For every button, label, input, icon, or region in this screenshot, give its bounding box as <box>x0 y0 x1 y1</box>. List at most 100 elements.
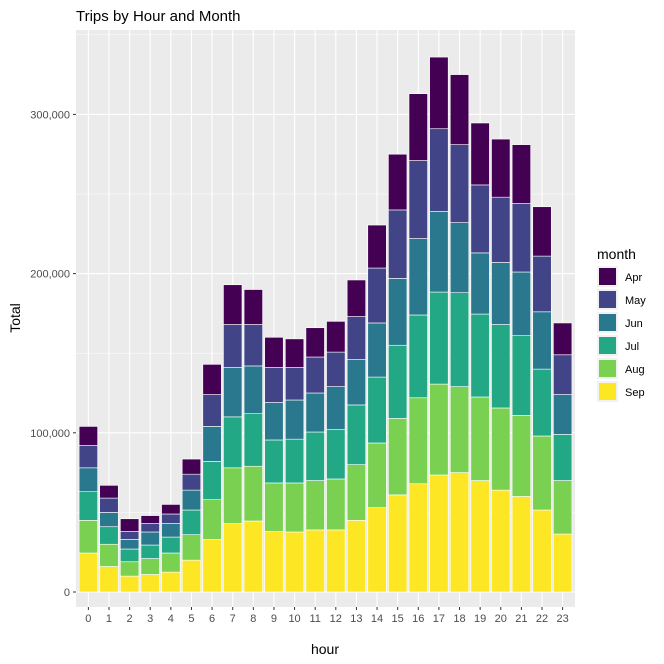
bar-segment-may-hour-14 <box>367 267 387 324</box>
legend-key-aug <box>599 360 616 377</box>
bar-segment-may-hour-17 <box>429 128 449 212</box>
bar-segment-aug-hour-13 <box>346 464 367 521</box>
bar-segment-jun-hour-10 <box>284 399 305 440</box>
legend-title: month <box>597 246 636 262</box>
bar-segment-sep-hour-22 <box>532 509 552 593</box>
bar-segment-apr-hour-3 <box>140 515 160 524</box>
bar-segment-aug-hour-11 <box>305 480 325 531</box>
bar-segment-apr-hour-1 <box>99 485 119 499</box>
bar-segment-may-hour-8 <box>243 324 263 367</box>
x-tick-label: 17 <box>433 613 445 625</box>
bar-segment-aug-hour-5 <box>181 534 202 561</box>
bar-segment-aug-hour-7 <box>223 467 243 524</box>
bar-segment-apr-hour-22 <box>532 206 552 257</box>
bar-segment-jul-hour-11 <box>305 431 325 481</box>
bar-segment-jul-hour-9 <box>264 439 284 484</box>
bar-segment-jun-hour-19 <box>470 252 490 315</box>
bar-segment-sep-hour-23 <box>553 533 573 593</box>
bar-segment-may-hour-5 <box>181 473 202 491</box>
bar-segment-jun-hour-11 <box>305 392 325 433</box>
bar-segment-apr-hour-8 <box>243 289 263 325</box>
bar-segment-jul-hour-12 <box>326 429 346 480</box>
bar-segment-may-hour-20 <box>491 196 511 263</box>
bar-segment-may-hour-16 <box>408 160 428 239</box>
x-tick-label: 15 <box>392 613 404 625</box>
bar-segment-jun-hour-0 <box>78 467 98 493</box>
bar-segment-sep-hour-21 <box>511 496 531 593</box>
bar-segment-apr-hour-7 <box>223 284 243 325</box>
legend-key-jul <box>599 337 616 354</box>
bar-segment-sep-hour-18 <box>449 472 470 593</box>
x-axis-label: hour <box>311 641 339 657</box>
bar-segment-jul-hour-20 <box>491 324 511 409</box>
bar-segment-sep-hour-0 <box>78 552 98 593</box>
bar-segment-sep-hour-15 <box>388 494 408 593</box>
bar-segment-may-hour-0 <box>78 445 98 469</box>
bar-segment-jul-hour-19 <box>470 313 490 398</box>
bar-segment-jul-hour-13 <box>346 404 367 465</box>
legend-key-may <box>599 291 616 308</box>
bar-segment-may-hour-22 <box>532 255 552 313</box>
bar-segment-apr-hour-20 <box>491 138 511 198</box>
bar-segment-aug-hour-16 <box>408 397 428 485</box>
x-tick-label: 21 <box>515 613 527 625</box>
bar-segment-may-hour-1 <box>99 497 119 513</box>
bar-segment-may-hour-2 <box>120 531 140 540</box>
bar-segment-apr-hour-15 <box>388 153 408 211</box>
bar-segment-sep-hour-11 <box>305 529 325 593</box>
bar-segment-jun-hour-1 <box>99 512 119 528</box>
bar-segment-aug-hour-2 <box>120 561 140 577</box>
bar-segment-jun-hour-22 <box>532 311 552 370</box>
bar-segment-may-hour-19 <box>470 184 490 254</box>
bar-segment-apr-hour-18 <box>449 74 470 145</box>
bar-segment-may-hour-11 <box>305 356 325 394</box>
bar-segment-apr-hour-14 <box>367 224 387 269</box>
bar-segment-aug-hour-22 <box>532 435 552 511</box>
bar-segment-jun-hour-2 <box>120 539 140 550</box>
bar-segment-jun-hour-14 <box>367 322 387 378</box>
bar-segment-jun-hour-15 <box>388 278 408 346</box>
x-tick-label: 9 <box>271 613 277 625</box>
bar-segment-jun-hour-4 <box>161 523 181 538</box>
bar-segment-jun-hour-17 <box>429 211 449 293</box>
bar-segment-may-hour-4 <box>161 513 181 524</box>
bar-segment-may-hour-10 <box>284 367 305 401</box>
bar-segment-apr-hour-16 <box>408 93 428 161</box>
legend-key-jun <box>599 314 616 331</box>
bar-segment-jul-hour-21 <box>511 335 531 416</box>
bar-segment-jul-hour-8 <box>243 413 263 467</box>
bar-segment-apr-hour-0 <box>78 426 98 446</box>
bar-segment-jul-hour-3 <box>140 544 160 559</box>
x-tick-label: 6 <box>209 613 215 625</box>
bar-segment-jul-hour-1 <box>99 526 119 545</box>
bar-segment-aug-hour-14 <box>367 442 387 508</box>
bar-segment-jun-hour-3 <box>140 531 160 546</box>
bar-segment-aug-hour-8 <box>243 465 263 522</box>
x-tick-label: 10 <box>288 613 300 625</box>
x-tick-label: 5 <box>188 613 194 625</box>
bar-segment-sep-hour-8 <box>243 520 263 593</box>
bar-segment-jul-hour-5 <box>181 509 202 535</box>
bar-segment-apr-hour-19 <box>470 122 490 186</box>
legend-label: Jun <box>625 318 643 330</box>
bar-segment-apr-hour-13 <box>346 279 367 317</box>
legend-label: May <box>625 295 646 307</box>
bar-segment-aug-hour-18 <box>449 386 470 473</box>
x-tick-label: 16 <box>412 613 424 625</box>
x-tick-label: 12 <box>330 613 342 625</box>
bar-segment-aug-hour-1 <box>99 543 119 567</box>
bar-segment-sep-hour-14 <box>367 507 387 593</box>
legend-key-apr <box>599 268 616 285</box>
bar-segment-sep-hour-2 <box>120 575 140 593</box>
x-tick-label: 2 <box>127 613 133 625</box>
bar-segment-apr-hour-23 <box>553 322 573 356</box>
legend-label: Apr <box>625 272 642 284</box>
bar-segment-jul-hour-23 <box>553 434 573 481</box>
bar-segment-may-hour-3 <box>140 523 160 533</box>
bar-segment-jun-hour-21 <box>511 271 531 336</box>
bar-segment-may-hour-21 <box>511 203 531 273</box>
bar-segment-sep-hour-17 <box>429 474 449 593</box>
bar-segment-aug-hour-0 <box>78 520 98 554</box>
